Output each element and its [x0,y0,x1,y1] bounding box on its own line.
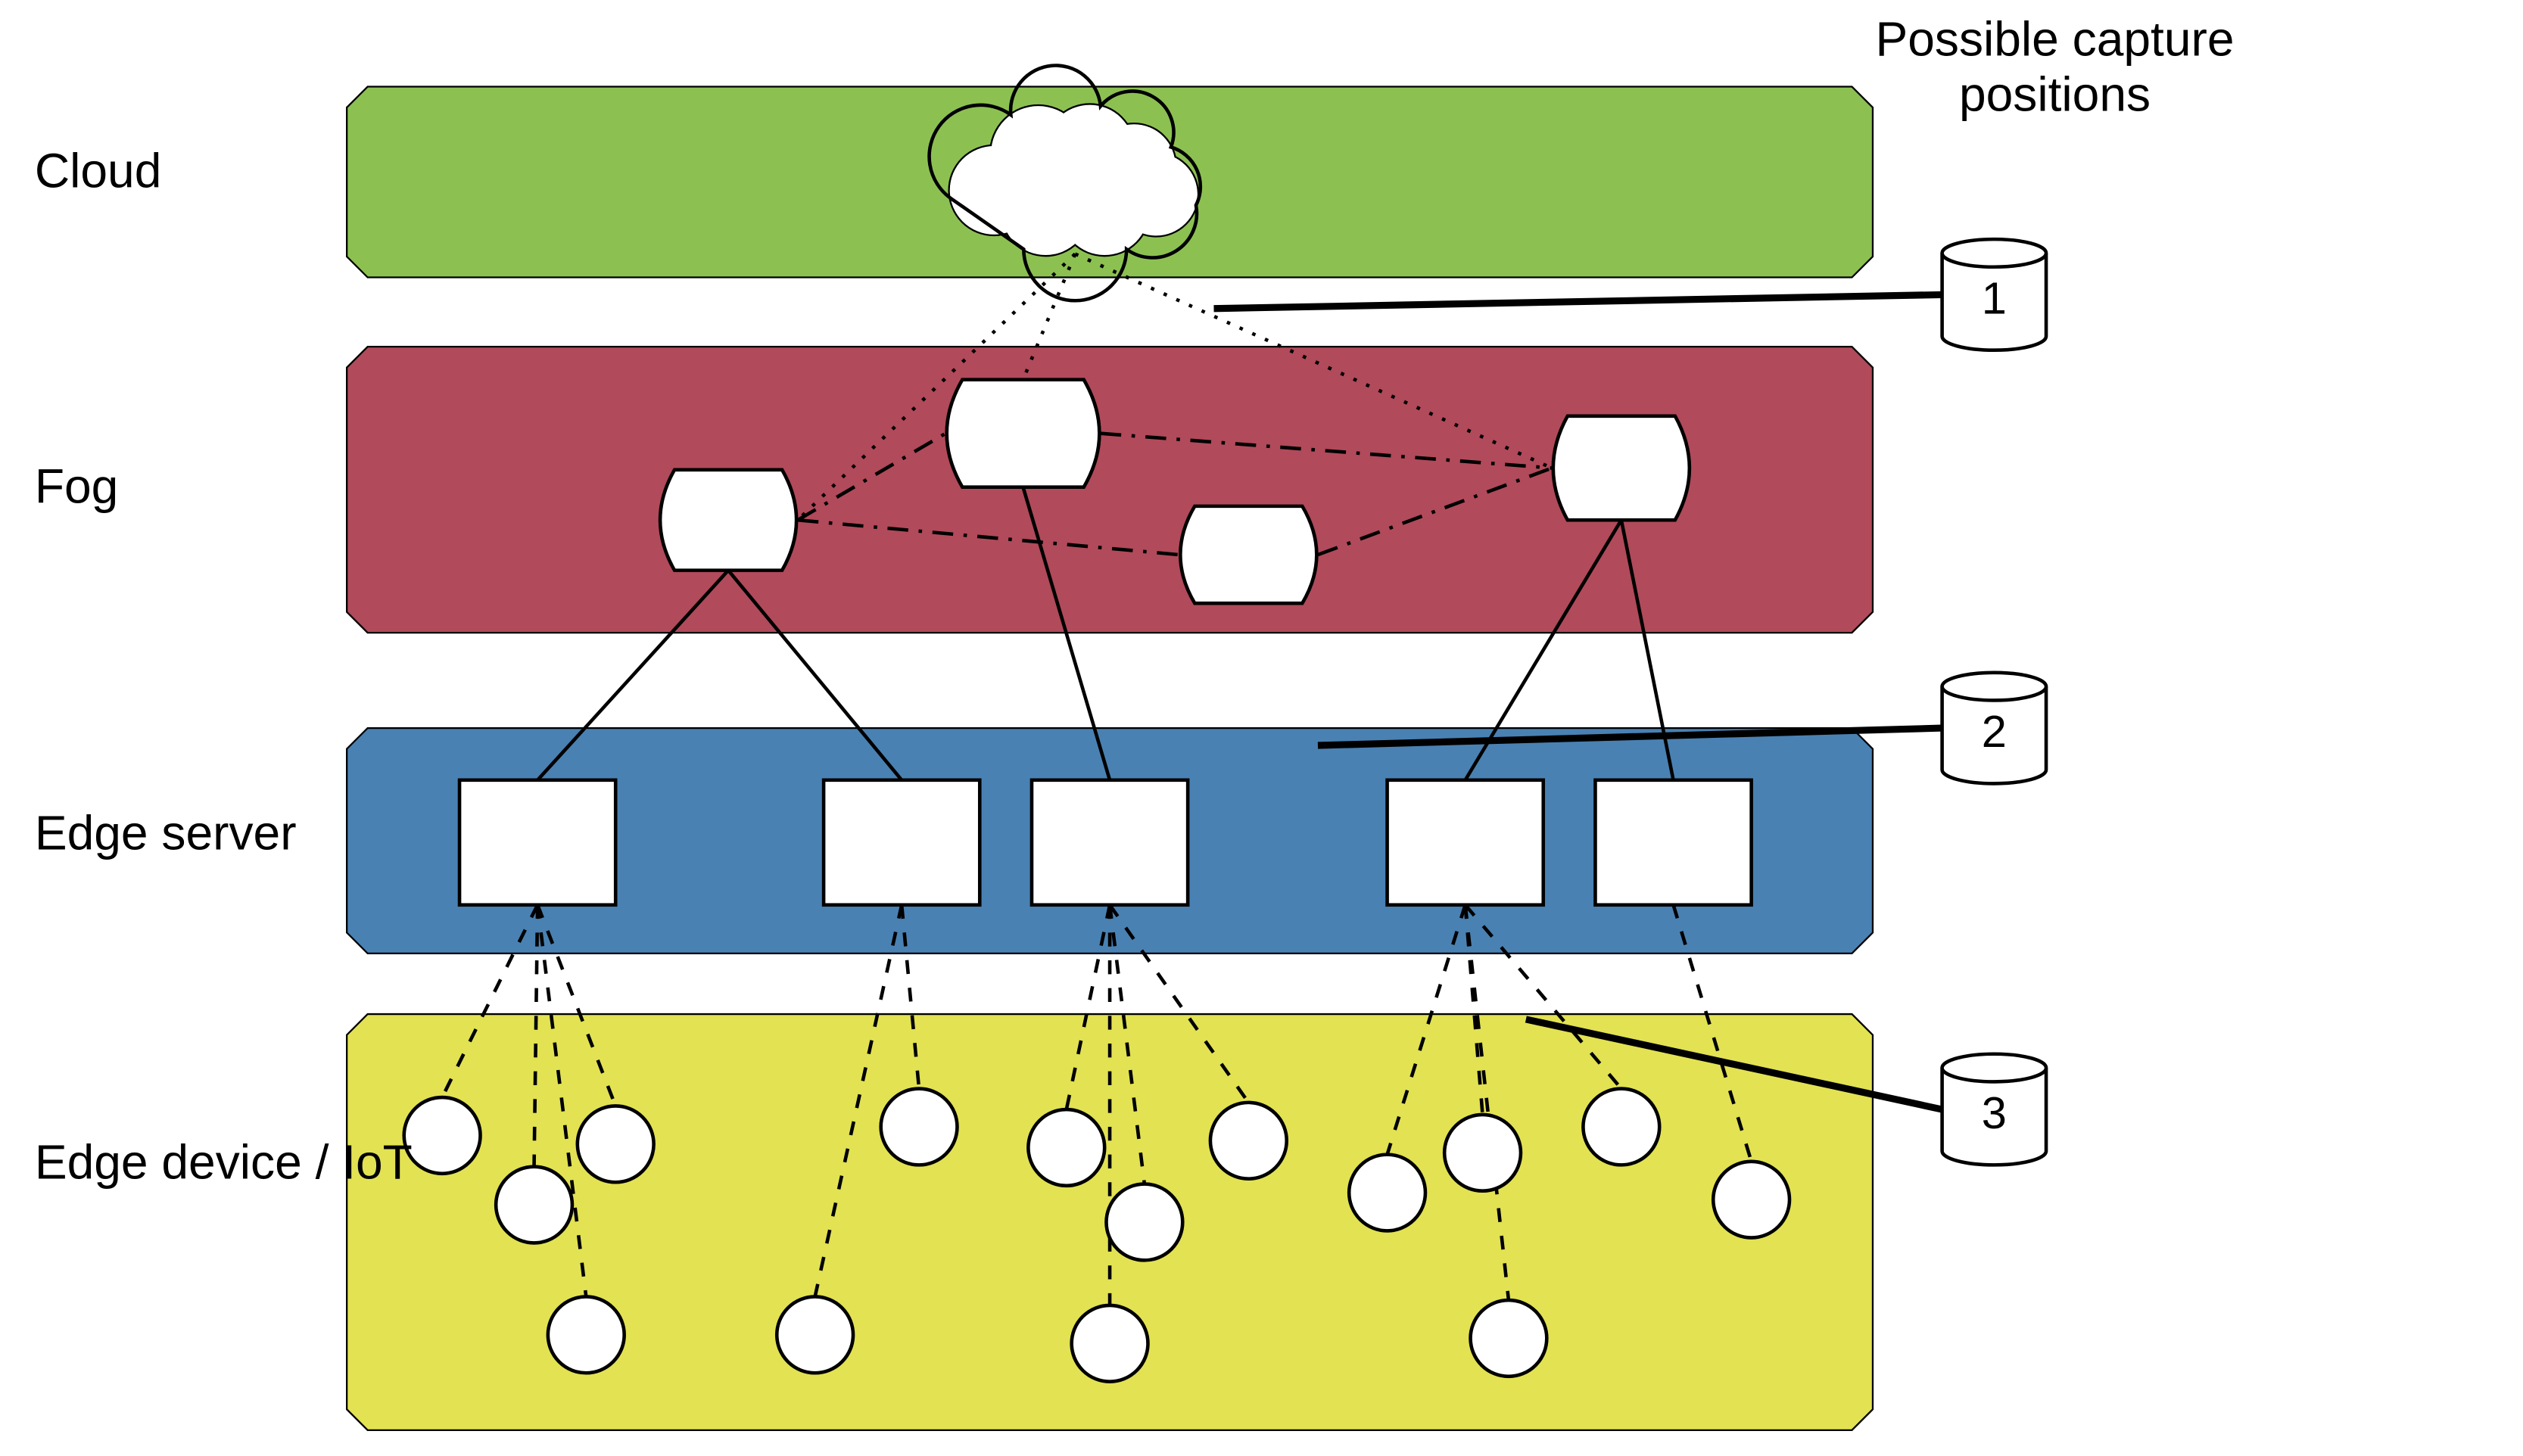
capture-cylinder-1: 1 [1942,239,2046,350]
iot-device-d10 [1210,1103,1287,1179]
iot-device-d5 [777,1296,853,1373]
iot-device-d9 [1072,1305,1148,1382]
iot-device-d15 [1713,1162,1789,1238]
capture-cylinder-2: 2 [1942,673,2046,784]
title-line1: Possible capture [1875,11,2234,66]
capture-label-2: 2 [1982,706,2007,757]
edge-server-e5 [1595,780,1751,905]
iot-device-d3 [578,1106,654,1182]
iot-device-d13 [1471,1300,1547,1377]
pointer-1 [1214,294,1942,308]
fog-node-f1 [660,470,796,571]
iot-device-d6 [881,1089,958,1165]
capture-cylinder-3: 3 [1942,1054,2046,1165]
iot-device-d1 [404,1097,481,1174]
edge-server-e4 [1388,780,1543,905]
fog-node-f3 [1180,506,1316,603]
iot-device-d12 [1444,1115,1521,1191]
edge-server-e1 [459,780,615,905]
label-edge: Edge server [35,805,297,860]
iot-device-d7 [1028,1109,1104,1186]
iot-device-d2 [496,1167,572,1243]
iot-device-d4 [548,1296,625,1373]
fog-node-f2 [947,380,1100,487]
capture-label-3: 3 [1982,1087,2007,1138]
capture-label-1: 1 [1982,272,2007,323]
label-cloud: Cloud [35,143,162,198]
iot-device-d14 [1583,1089,1659,1165]
edge-server-e3 [1032,780,1188,905]
iot-device-d8 [1106,1184,1182,1261]
iot-device-d11 [1349,1155,1425,1231]
label-iot: Edge device / IoT [35,1135,413,1190]
label-fog: Fog [35,459,118,513]
edge-server-e2 [824,780,980,905]
fog-node-f4 [1553,416,1690,520]
title-line2: positions [1959,67,2151,122]
